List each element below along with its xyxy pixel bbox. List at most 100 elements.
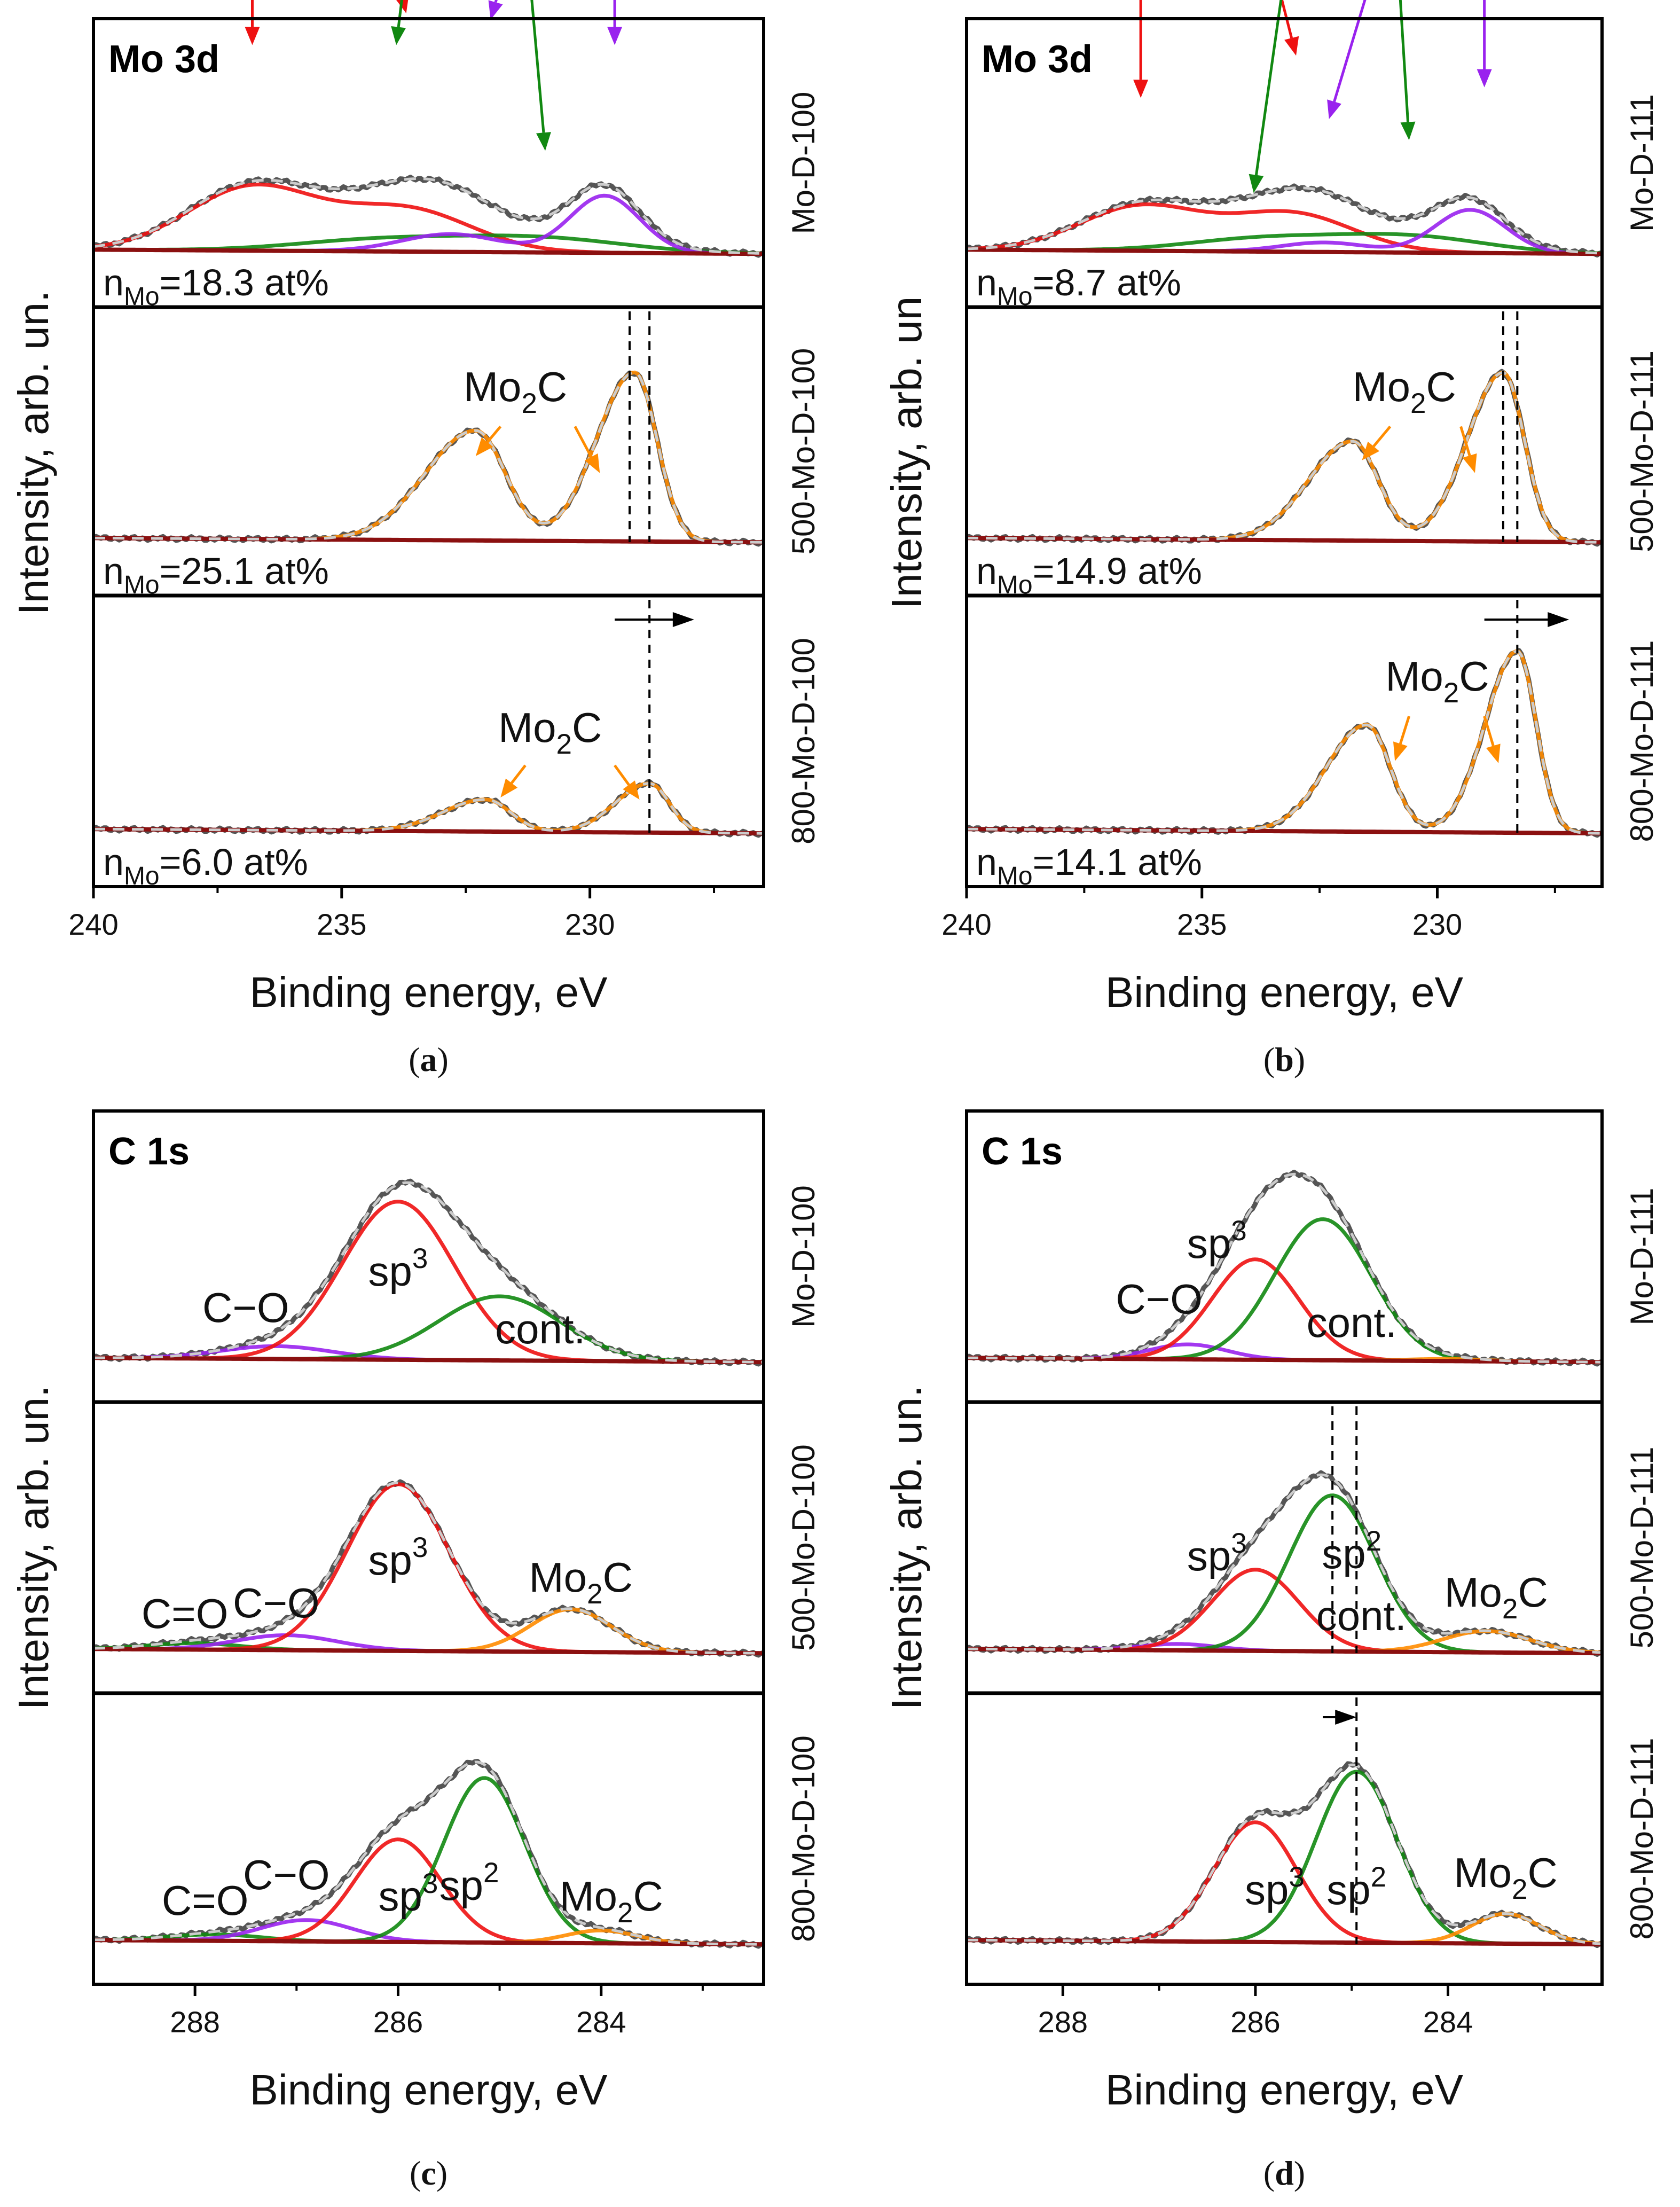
panel-caption: (d) [1263,2154,1305,2192]
envelope-fit [967,1763,1602,1945]
content-n: n [103,262,124,303]
annotation-arrow-head [536,132,551,151]
annotation-arrow-line [574,426,593,458]
annotation-label-sub: 2 [1502,1593,1518,1625]
annotation-label: C−O [1116,1275,1203,1322]
panel-title: Mo 3d [108,38,219,81]
caption-letter: b [1275,1040,1294,1078]
background-line [967,247,1602,256]
annotation-label: Mo2C [464,363,567,419]
background-line [93,536,764,545]
annotation-label: sp3 [379,1868,438,1920]
annotation-label: Mo2C [529,1554,633,1610]
shift-arrow-head [1548,612,1569,627]
annotation-label-base: Mo [1454,1849,1512,1896]
annotation-label-base: sp [368,1248,412,1295]
annotation-label: sp3 [1187,1528,1247,1579]
envelope-fit [967,1473,1602,1654]
axes-frame [92,1109,765,1986]
annotation-arrow-head [1477,69,1492,88]
annotation-arrow-line [1254,0,1283,176]
annotation-arrow-head [1362,441,1379,460]
content-label: nMo=14.1 at% [976,841,1202,890]
annotation-label-base: sp [368,1537,412,1584]
content-n: n [103,550,124,592]
caption-open: ( [410,2154,421,2192]
annotation-label-tail: C [1459,653,1489,700]
sample-label: 500-Mo-D-111 [1624,1447,1660,1649]
background-line [967,1938,1602,1947]
sample-label: Mo-D-100 [786,1185,821,1328]
annotation-arrow-head [245,27,260,45]
background-line [93,827,764,836]
plot-area-d-2 [967,1470,1602,1657]
sample-label: Mo-D-111 [1624,1188,1660,1326]
annotation-label: sp3 [1187,1215,1247,1267]
component-mo2c-curve [93,781,764,835]
panel-caption: (c) [410,2154,448,2192]
annotation-arrow-line [511,764,527,784]
panel-title: C 1s [108,1130,190,1173]
annotation-label-sub: 2 [521,388,537,419]
annotation-label-base: sp [1326,1866,1370,1913]
annotation-arrow-head [500,778,518,797]
panel-a: MoO3MoO2MonMo=18.3 at%Mo 3dMo-D-100Mo2Cn… [10,0,821,1078]
x-axis-label: Binding energy, eV [1105,968,1464,1016]
annotation-arrow-line [1399,716,1410,745]
x-axis-label: Binding energy, eV [249,2066,608,2114]
annotation-label: cont. [495,1305,585,1352]
plot-area-b-1 [967,183,1602,258]
sample-label: 800-Mo-D-100 [786,638,821,844]
annotation-label: cont. [1316,1592,1407,1639]
measured-spectrum [93,779,764,838]
envelope-fit [967,371,1602,544]
annotation-label-base: C−O [1116,1275,1203,1322]
envelope-fit [93,1481,764,1655]
annotation-label-base: Mo [529,1554,587,1601]
x-tick-label: 284 [1423,2005,1473,2039]
annotation-label: Mo2C [1454,1849,1558,1905]
annotation-label-sup: 2 [1371,1861,1386,1893]
shift-arrow-head [1335,1710,1357,1725]
annotation-label-sub: 2 [556,729,572,760]
annotation-arrow-head [623,780,640,800]
axes-frame [92,17,765,888]
sample-label: Mo-D-100 [786,92,821,234]
annotation-label-base: cont. [495,1305,585,1352]
content-label: nMo=25.1 at% [103,550,329,599]
annotation-label: sp2 [439,1857,499,1909]
annotation-arrow-head [607,27,623,45]
envelope-fit [967,1172,1602,1364]
content-label: nMo=8.7 at% [976,262,1181,311]
plot-area-a-1 [93,175,764,258]
component-mo2c-curve [967,649,1602,835]
caption-open: ( [1263,2154,1275,2192]
plot-area-c-3 [93,1759,764,1949]
plot-area-d-3 [967,1761,1602,1948]
caption-letter: d [1275,2154,1294,2192]
x-tick-label: 286 [1230,2005,1280,2039]
content-value: =18.3 at% [160,262,329,303]
annotation-arrow-head [1327,99,1341,119]
y-axis-label: Intensity, arb. un [883,296,930,609]
axes-frame [965,1109,1604,1986]
panel-caption: (a) [409,1040,449,1078]
annotation-label-base: Mo [1353,363,1410,410]
annotation-label: sp2 [1322,1525,1381,1577]
y-axis-label: Intensity, arb. un. [883,1386,930,1710]
annotation-arrow-line [1399,0,1409,122]
sample-label: 500-Mo-D-111 [1624,350,1660,552]
annotation-label-base: sp [1245,1866,1289,1913]
annotation-arrow-head [488,0,503,20]
annotation-label-base: Mo [560,1873,617,1920]
x-tick-label: 288 [170,2005,219,2039]
annotation-arrow-head [1284,36,1299,56]
annotation-arrow-line [494,0,498,3]
annotation-arrow-head [1462,453,1477,473]
x-tick-label: 286 [373,2005,423,2039]
x-axis-label: Binding energy, eV [1105,2066,1464,2114]
